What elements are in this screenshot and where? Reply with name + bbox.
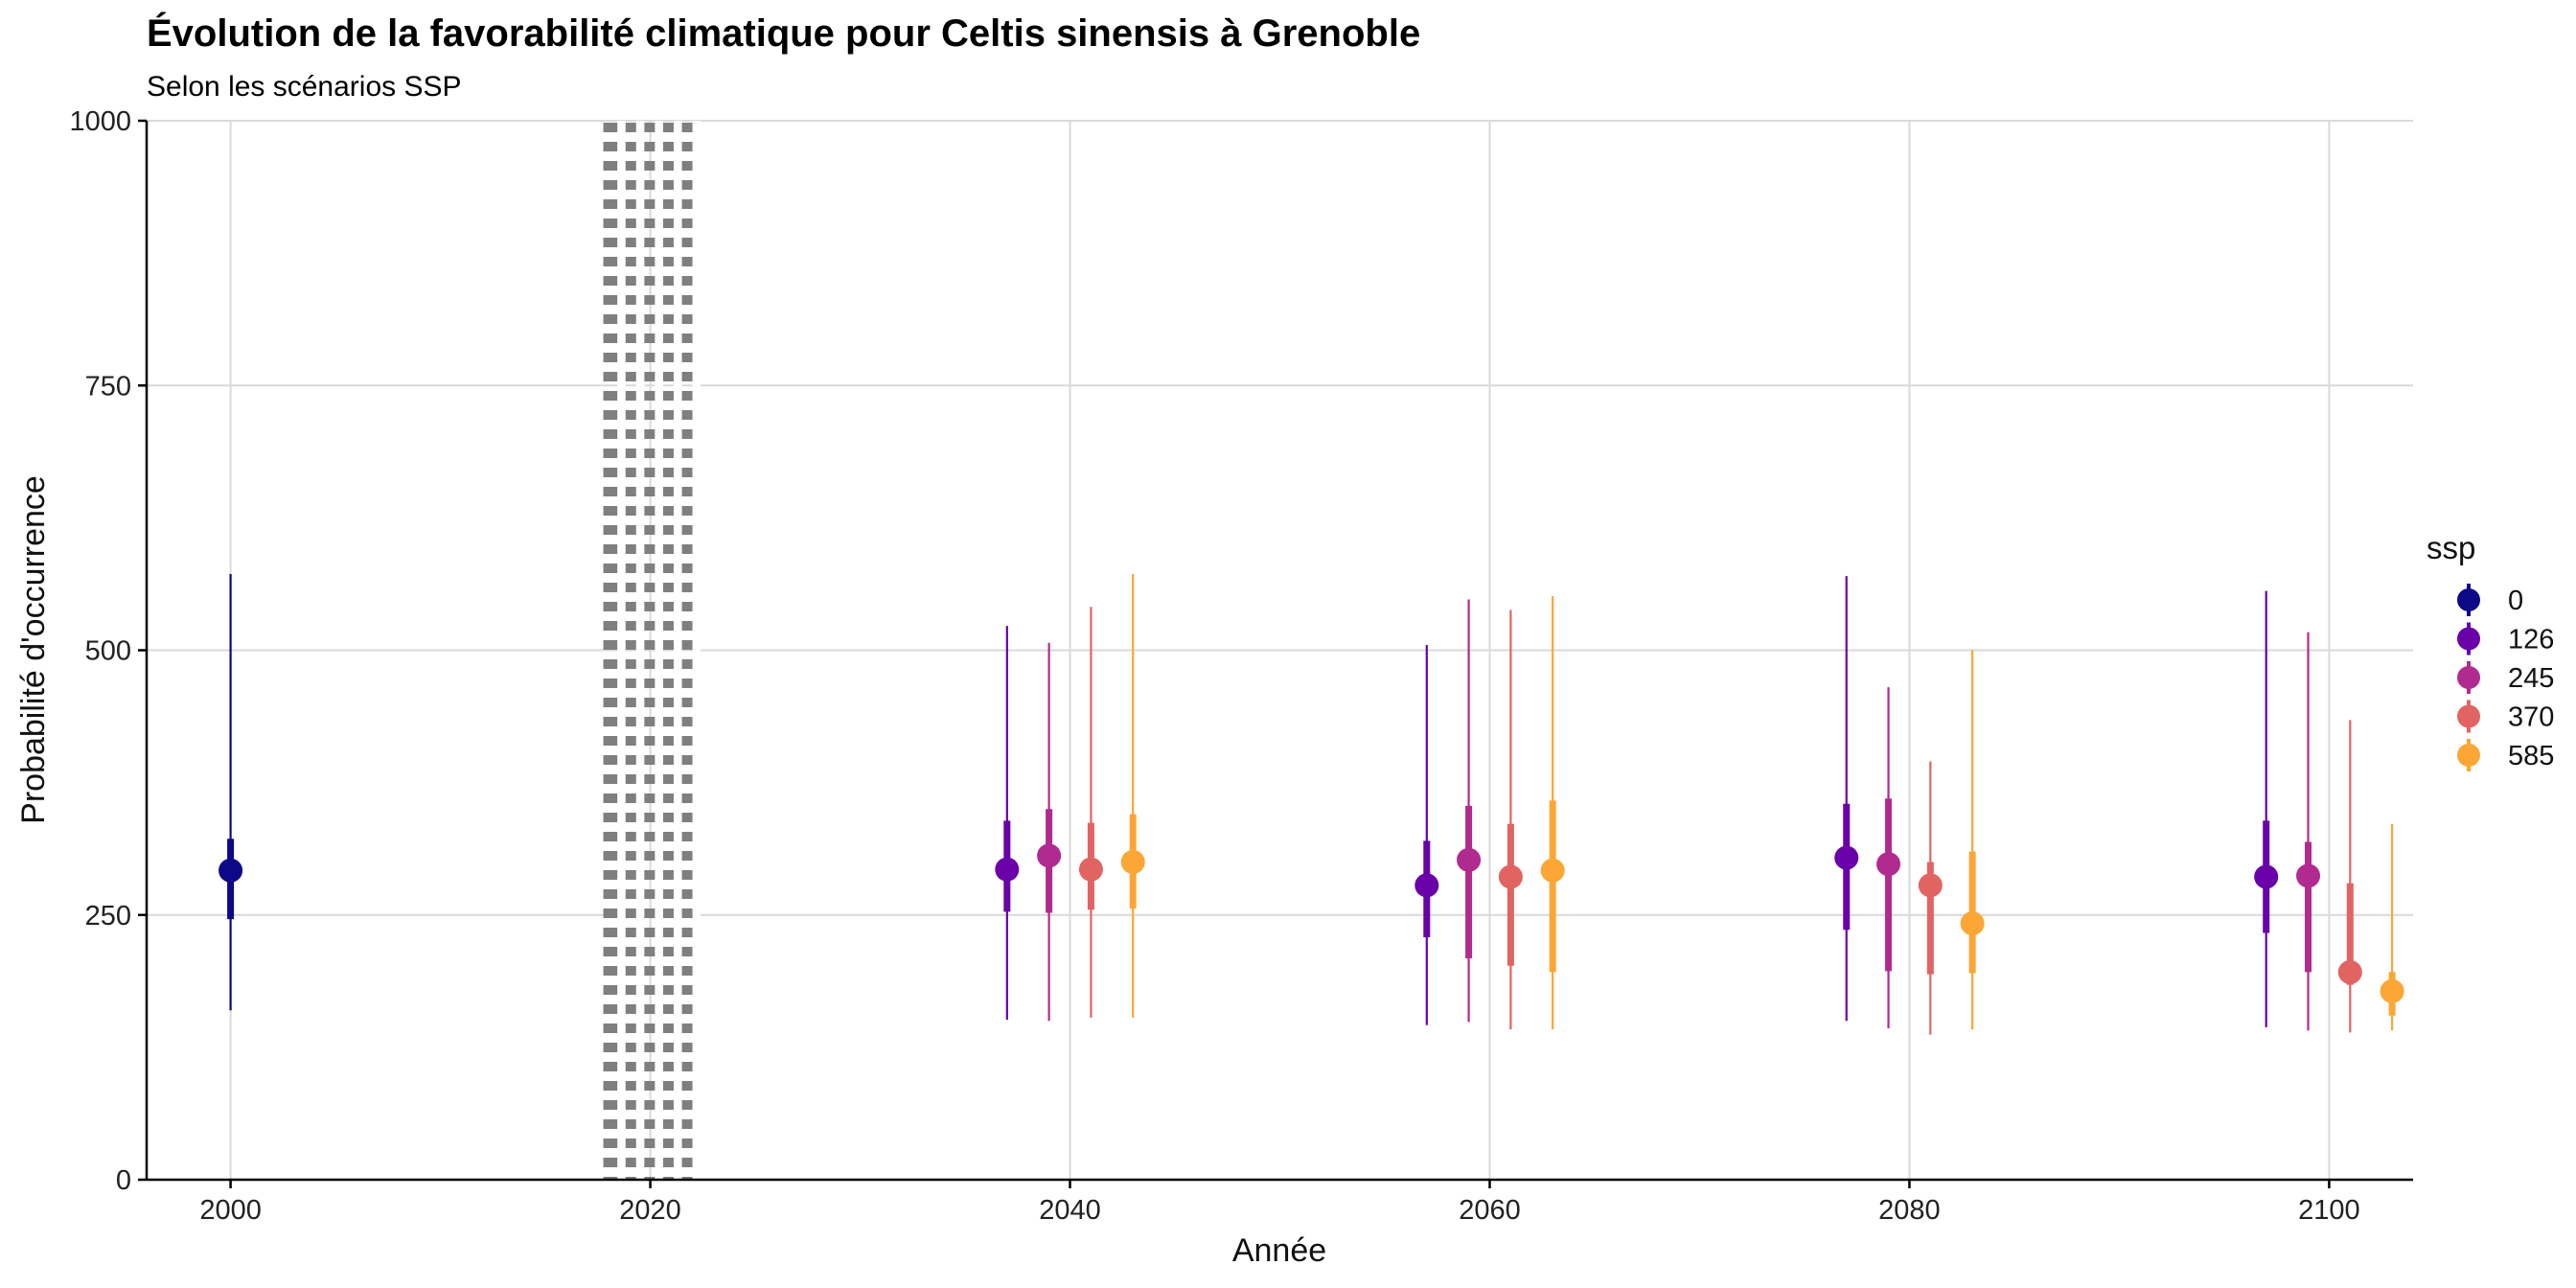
data-point — [1876, 852, 1901, 877]
y-tick-label: 1000 — [69, 106, 131, 137]
data-point — [1834, 845, 1859, 870]
data-point — [1960, 911, 1985, 936]
x-tick-label: 2100 — [2298, 1195, 2360, 1226]
y-axis-title: Probabilité d'occurrence — [15, 475, 52, 824]
reference-line-gaps — [617, 121, 702, 1180]
legend-key-point — [2457, 666, 2480, 689]
series-ssp-585 — [1120, 573, 2404, 1031]
y-tick-label: 250 — [85, 901, 131, 932]
reference-line-gap — [673, 121, 682, 1180]
y-tick-label: 500 — [85, 636, 131, 667]
legend-item-245: 245 — [2457, 661, 2554, 694]
reference-line-gap — [692, 121, 702, 1180]
legend-label: 585 — [2508, 741, 2554, 771]
reference-line-gap — [635, 121, 645, 1180]
y-tick-label: 750 — [85, 371, 131, 402]
x-tick-label: 2080 — [1878, 1195, 1941, 1226]
data-point — [2337, 959, 2362, 984]
data-point — [1037, 843, 1062, 868]
data-point — [1498, 864, 1523, 889]
series-ssp-370 — [1078, 607, 2362, 1035]
legend-label: 126 — [2508, 625, 2554, 656]
reference-line-gap — [655, 121, 663, 1180]
x-tick-label: 2020 — [619, 1195, 681, 1226]
legend-item-370: 370 — [2457, 700, 2554, 733]
data-point — [1457, 847, 1482, 872]
data-point — [1540, 858, 1565, 883]
data-point — [2380, 978, 2404, 1003]
legend-item-585: 585 — [2457, 739, 2554, 771]
axes: 0 250 500 750 1000 2000 2020 2040 2060 2080 2100 — [69, 106, 2413, 1226]
grid — [147, 120, 2413, 1181]
data-point — [2254, 864, 2279, 889]
data-point — [1918, 873, 1943, 898]
legend-title: ssp — [2426, 530, 2475, 565]
series-ssp-0 — [218, 573, 243, 1011]
x-tick-label: 2060 — [1459, 1195, 1521, 1226]
y-tick-label: 0 — [116, 1165, 131, 1196]
legend-key-point — [2457, 627, 2480, 651]
legend-key-point — [2457, 704, 2480, 728]
x-axis-title: Année — [1232, 1232, 1326, 1269]
data-point — [1414, 873, 1439, 898]
reference-line-2020 — [603, 121, 702, 1180]
legend-label: 370 — [2508, 702, 2554, 733]
x-tick-label: 2000 — [199, 1195, 262, 1226]
series-ssp-245 — [1037, 599, 2321, 1031]
legend-key-point — [2457, 588, 2480, 611]
legend-item-0: 0 — [2457, 584, 2523, 616]
legend-label: 245 — [2508, 663, 2554, 694]
legend: ssp 0 126 245 370 585 — [2426, 530, 2554, 771]
reference-line-gap — [617, 121, 626, 1180]
data-point — [995, 857, 1020, 882]
series-ssp-126 — [995, 576, 2279, 1027]
legend-item-126: 126 — [2457, 622, 2554, 656]
legend-label: 0 — [2508, 586, 2523, 616]
chart-title: Évolution de la favorabilité climatique … — [147, 12, 1420, 55]
x-tick-label: 2040 — [1039, 1195, 1101, 1226]
data-point — [1078, 857, 1103, 882]
legend-key-point — [2457, 744, 2480, 767]
data-point — [2296, 863, 2321, 888]
data-marks — [218, 573, 2404, 1035]
chart-subtitle: Selon les scénarios SSP — [147, 71, 462, 103]
data-point — [1120, 850, 1145, 874]
data-point — [218, 858, 243, 883]
